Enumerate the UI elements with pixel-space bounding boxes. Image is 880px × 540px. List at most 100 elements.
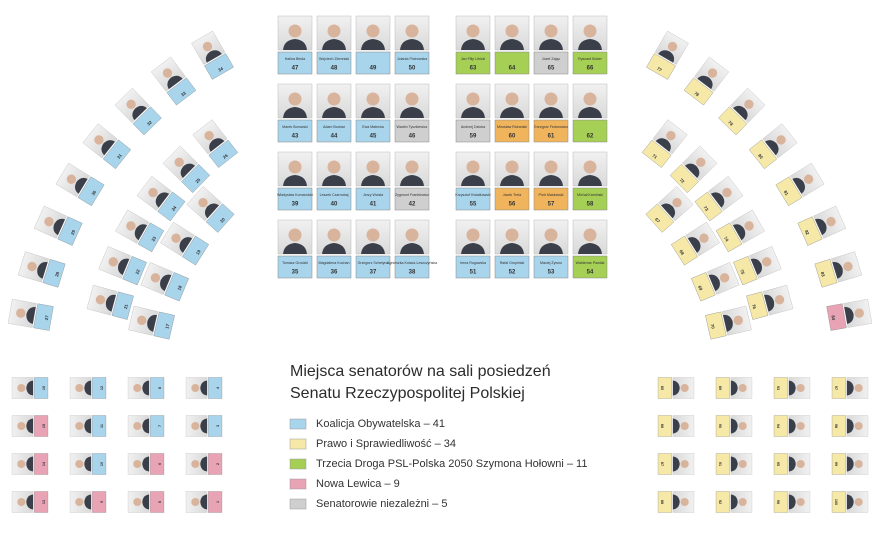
portrait — [730, 418, 738, 434]
seat: 76 — [746, 284, 794, 320]
portrait — [283, 39, 307, 50]
portrait — [844, 306, 854, 325]
portrait — [672, 418, 680, 434]
senator-name: Halina Bieda — [285, 57, 305, 61]
seat-number: 14 — [42, 461, 46, 466]
portrait — [179, 237, 193, 253]
portrait-head — [174, 157, 184, 167]
portrait — [578, 175, 602, 186]
legend-label: Koalicja Obywatelska – 41 — [316, 418, 445, 430]
seat-label-box — [394, 255, 430, 279]
portrait-head — [854, 459, 863, 469]
seat-label-box — [316, 255, 352, 279]
seat-label-box — [718, 106, 748, 136]
senator-name: Irena Rogowska — [460, 261, 486, 265]
senator-name: Leszek Czarnobaj — [320, 193, 349, 197]
seat-number: 9 — [100, 501, 104, 503]
portrait-head — [466, 228, 480, 242]
portrait-head — [171, 233, 181, 243]
portrait — [142, 494, 150, 510]
portrait-head — [667, 41, 678, 52]
portrait-head — [744, 99, 754, 110]
seat-number: 64 — [509, 66, 516, 72]
portrait-head — [680, 497, 689, 507]
seat: 9 — [69, 491, 107, 513]
seat-label-box — [572, 119, 608, 143]
seat-number: 6 — [158, 463, 162, 465]
legend-swatch — [289, 498, 307, 510]
seat: 99 — [831, 453, 869, 475]
portrait — [200, 456, 208, 472]
seat: 31 — [82, 123, 132, 170]
portrait-head — [366, 228, 380, 242]
seat: 79 — [718, 87, 766, 136]
seat-number: 88 — [660, 500, 664, 504]
seat: Ryszard Bober 66 — [572, 15, 608, 75]
portrait-head — [680, 459, 689, 469]
seat-number: 65 — [548, 66, 555, 72]
seat-label-box — [831, 415, 846, 437]
seat-label-box — [34, 377, 49, 399]
seat-label-box — [394, 119, 430, 143]
portrait-head — [44, 216, 54, 227]
seat: 29 — [33, 205, 83, 246]
seat: 64 — [494, 15, 530, 75]
seat: 32 — [114, 87, 162, 136]
seat-number: 83 — [820, 271, 826, 278]
seat: 93 — [773, 377, 811, 399]
seat-number: 60 — [509, 134, 516, 140]
seat-label-box — [715, 491, 730, 513]
portrait — [118, 258, 130, 276]
portrait — [730, 494, 738, 510]
seat-label-box — [694, 191, 723, 222]
seat: 88 — [657, 491, 695, 513]
legend-label: Prawo i Sprawiedliwość – 34 — [316, 438, 456, 450]
seat-label-box — [150, 491, 165, 513]
portrait-head — [191, 421, 200, 431]
portrait — [322, 243, 346, 254]
portrait-head — [66, 174, 77, 184]
seat-number: 81 — [783, 190, 790, 197]
portrait — [147, 314, 157, 332]
portrait — [400, 243, 424, 254]
seat-number: 58 — [587, 202, 594, 208]
seat-label-box — [831, 491, 846, 513]
portrait — [400, 39, 424, 50]
portrait-head — [796, 459, 805, 469]
portrait-head — [327, 228, 341, 242]
senator-name: Grzegorz Fedorowicz — [534, 125, 568, 129]
senator-name: Wadim Tyszkiewicz — [397, 125, 428, 129]
seat-label-box — [641, 139, 672, 168]
seat: 96 — [773, 491, 811, 513]
seat-label-box — [150, 415, 165, 437]
portrait — [160, 274, 172, 292]
portrait-head — [126, 221, 136, 231]
portrait-head — [505, 228, 519, 242]
portrait-head — [505, 92, 519, 106]
portrait — [200, 418, 208, 434]
portrait-head — [327, 160, 341, 174]
seat-label-box — [814, 259, 838, 288]
portrait-head — [843, 261, 853, 272]
seat-number: 43 — [292, 134, 299, 140]
portrait — [400, 175, 424, 186]
seat-label-box — [111, 291, 134, 320]
seat-label-box — [494, 51, 530, 75]
seat: 14 — [11, 453, 49, 475]
seat-label-box — [394, 187, 430, 211]
seat: 82 — [797, 205, 847, 246]
portrait — [655, 138, 671, 152]
seat-number: 63 — [470, 66, 477, 72]
seat-number: 47 — [292, 66, 299, 72]
portrait — [101, 140, 116, 156]
seat: 72 — [669, 145, 718, 193]
portrait-head — [826, 216, 836, 227]
seat-number: 39 — [292, 202, 299, 208]
seat: Ewa Matecka 45 — [355, 83, 391, 143]
seat-number: 35 — [292, 270, 299, 276]
seat-number: 25 — [194, 177, 201, 184]
seat: Waldemar Pawlak 54 — [572, 219, 608, 279]
portrait-head — [198, 197, 208, 208]
legend-label: Senatorowie niezależni – 5 — [316, 498, 447, 510]
seat-label-box — [277, 119, 313, 143]
